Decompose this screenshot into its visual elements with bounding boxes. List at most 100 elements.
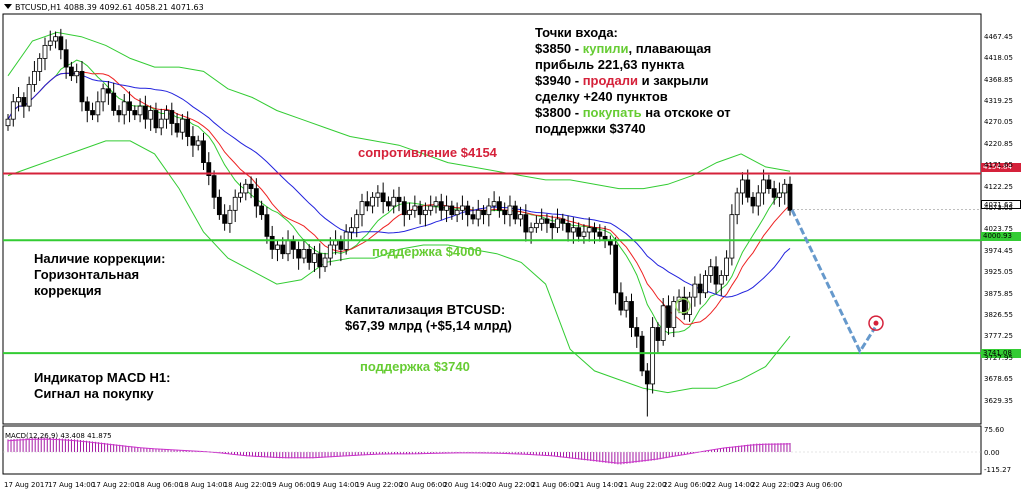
- candle-body: [703, 275, 708, 294]
- candle-body: [713, 266, 719, 285]
- candle-body: [666, 305, 671, 328]
- candle-body: [79, 71, 85, 103]
- candle-body: [201, 140, 206, 163]
- y-tick-label: 4122.25: [984, 182, 1013, 191]
- candle-body: [380, 192, 386, 203]
- y-tick-label: 4171.65: [984, 161, 1013, 170]
- candle-body: [533, 222, 539, 229]
- support1-label: поддержка $4000: [372, 244, 482, 259]
- candle-body: [333, 240, 338, 246]
- candle-body: [349, 227, 354, 233]
- candle-body: [264, 214, 270, 237]
- dropdown-arrow-icon[interactable]: [4, 4, 12, 9]
- macd-tick-label: 0.00: [984, 449, 1000, 457]
- x-tick-label: 21 Aug 22:00: [619, 481, 667, 489]
- candle-body: [285, 240, 291, 255]
- candle-body: [179, 118, 185, 133]
- forecast-arrow: [790, 209, 884, 355]
- candle-body: [512, 205, 518, 220]
- candle-body: [518, 214, 523, 220]
- candle-body: [26, 84, 32, 107]
- candle-body: [227, 209, 233, 224]
- candle-body: [158, 118, 164, 129]
- macd-title: MACD(12,26,9) 43.408 41.875: [5, 432, 112, 440]
- candle-body: [90, 110, 95, 116]
- y-tick-label: 3678.65: [984, 375, 1013, 384]
- candle-body: [433, 201, 439, 207]
- candle-body: [449, 205, 455, 216]
- candle-body: [338, 240, 344, 250]
- candle-body: [32, 71, 37, 85]
- candle-body: [327, 244, 333, 259]
- candle-body: [650, 327, 656, 385]
- candle-body: [750, 196, 756, 207]
- candle-body: [549, 222, 555, 229]
- candle-body: [581, 231, 587, 237]
- macd-signal-line: [7, 438, 791, 464]
- bb-upper-line: [7, 31, 791, 190]
- candle-body: [190, 136, 196, 146]
- candle-body: [248, 183, 254, 190]
- candle-body: [576, 227, 582, 237]
- main-panel-frame: [2, 13, 982, 425]
- candle-body: [423, 209, 428, 216]
- macd-panel-frame: [2, 425, 982, 475]
- x-tick-label: 18 Aug 14:00: [179, 481, 227, 489]
- candle-body: [597, 231, 603, 237]
- candle-body: [269, 235, 275, 250]
- y-tick-label: 4368.85: [984, 75, 1013, 84]
- candle-body: [623, 301, 629, 311]
- candle-body: [528, 227, 534, 233]
- candle-body: [618, 292, 624, 311]
- candle-body: [121, 101, 127, 116]
- y-tick-label: 3974.45: [984, 246, 1013, 255]
- target-circle: [868, 315, 884, 331]
- x-tick-label: 21 Aug 06:00: [531, 481, 579, 489]
- candle-body: [132, 110, 138, 116]
- entry-circle: [675, 298, 691, 314]
- y-tick-label: 4023.75: [984, 225, 1013, 234]
- candle-body: [692, 283, 698, 298]
- candle-body: [660, 305, 666, 341]
- candle-body: [655, 327, 661, 341]
- candle-body: [354, 214, 360, 229]
- candle-body: [607, 240, 613, 246]
- candle-body: [681, 296, 687, 315]
- candle-body: [460, 205, 465, 211]
- candle-body: [322, 257, 328, 268]
- level-lines: [3, 172, 981, 355]
- candle-body: [708, 266, 714, 276]
- x-tick-label: 20 Aug 22:00: [487, 481, 535, 489]
- candle-body: [243, 183, 249, 194]
- y-tick-label: 4220.85: [984, 139, 1013, 148]
- candle-body: [634, 327, 640, 337]
- candle-body: [386, 201, 391, 207]
- candle-body: [74, 71, 80, 77]
- macd-histogram: [3, 437, 981, 465]
- candle-body: [771, 188, 777, 198]
- candle-body: [211, 175, 217, 198]
- candle-body: [729, 214, 735, 259]
- candle-body: [290, 240, 296, 250]
- support1-price-tag: 4000.93: [981, 232, 1021, 241]
- candle-body: [507, 205, 513, 216]
- candle-body: [21, 97, 27, 107]
- candle-body: [148, 110, 154, 120]
- candle-body: [306, 248, 312, 263]
- candle-body: [502, 209, 508, 216]
- candle-body: [428, 205, 434, 211]
- candle-body: [95, 101, 101, 116]
- candle-body: [222, 214, 228, 224]
- x-tick-label: 20 Aug 06:00: [399, 481, 447, 489]
- y-tick-label: 3925.05: [984, 268, 1013, 277]
- candle-body: [396, 196, 402, 203]
- x-tick-label: 19 Aug 22:00: [355, 481, 403, 489]
- candle-body: [296, 248, 302, 259]
- x-tick-label: 17 Aug 14:00: [47, 481, 96, 489]
- candle-body: [734, 192, 740, 216]
- candle-body: [787, 183, 793, 211]
- current-price-tag: 4071.63: [981, 200, 1021, 209]
- candle-body: [105, 88, 111, 94]
- candle-body: [216, 196, 222, 216]
